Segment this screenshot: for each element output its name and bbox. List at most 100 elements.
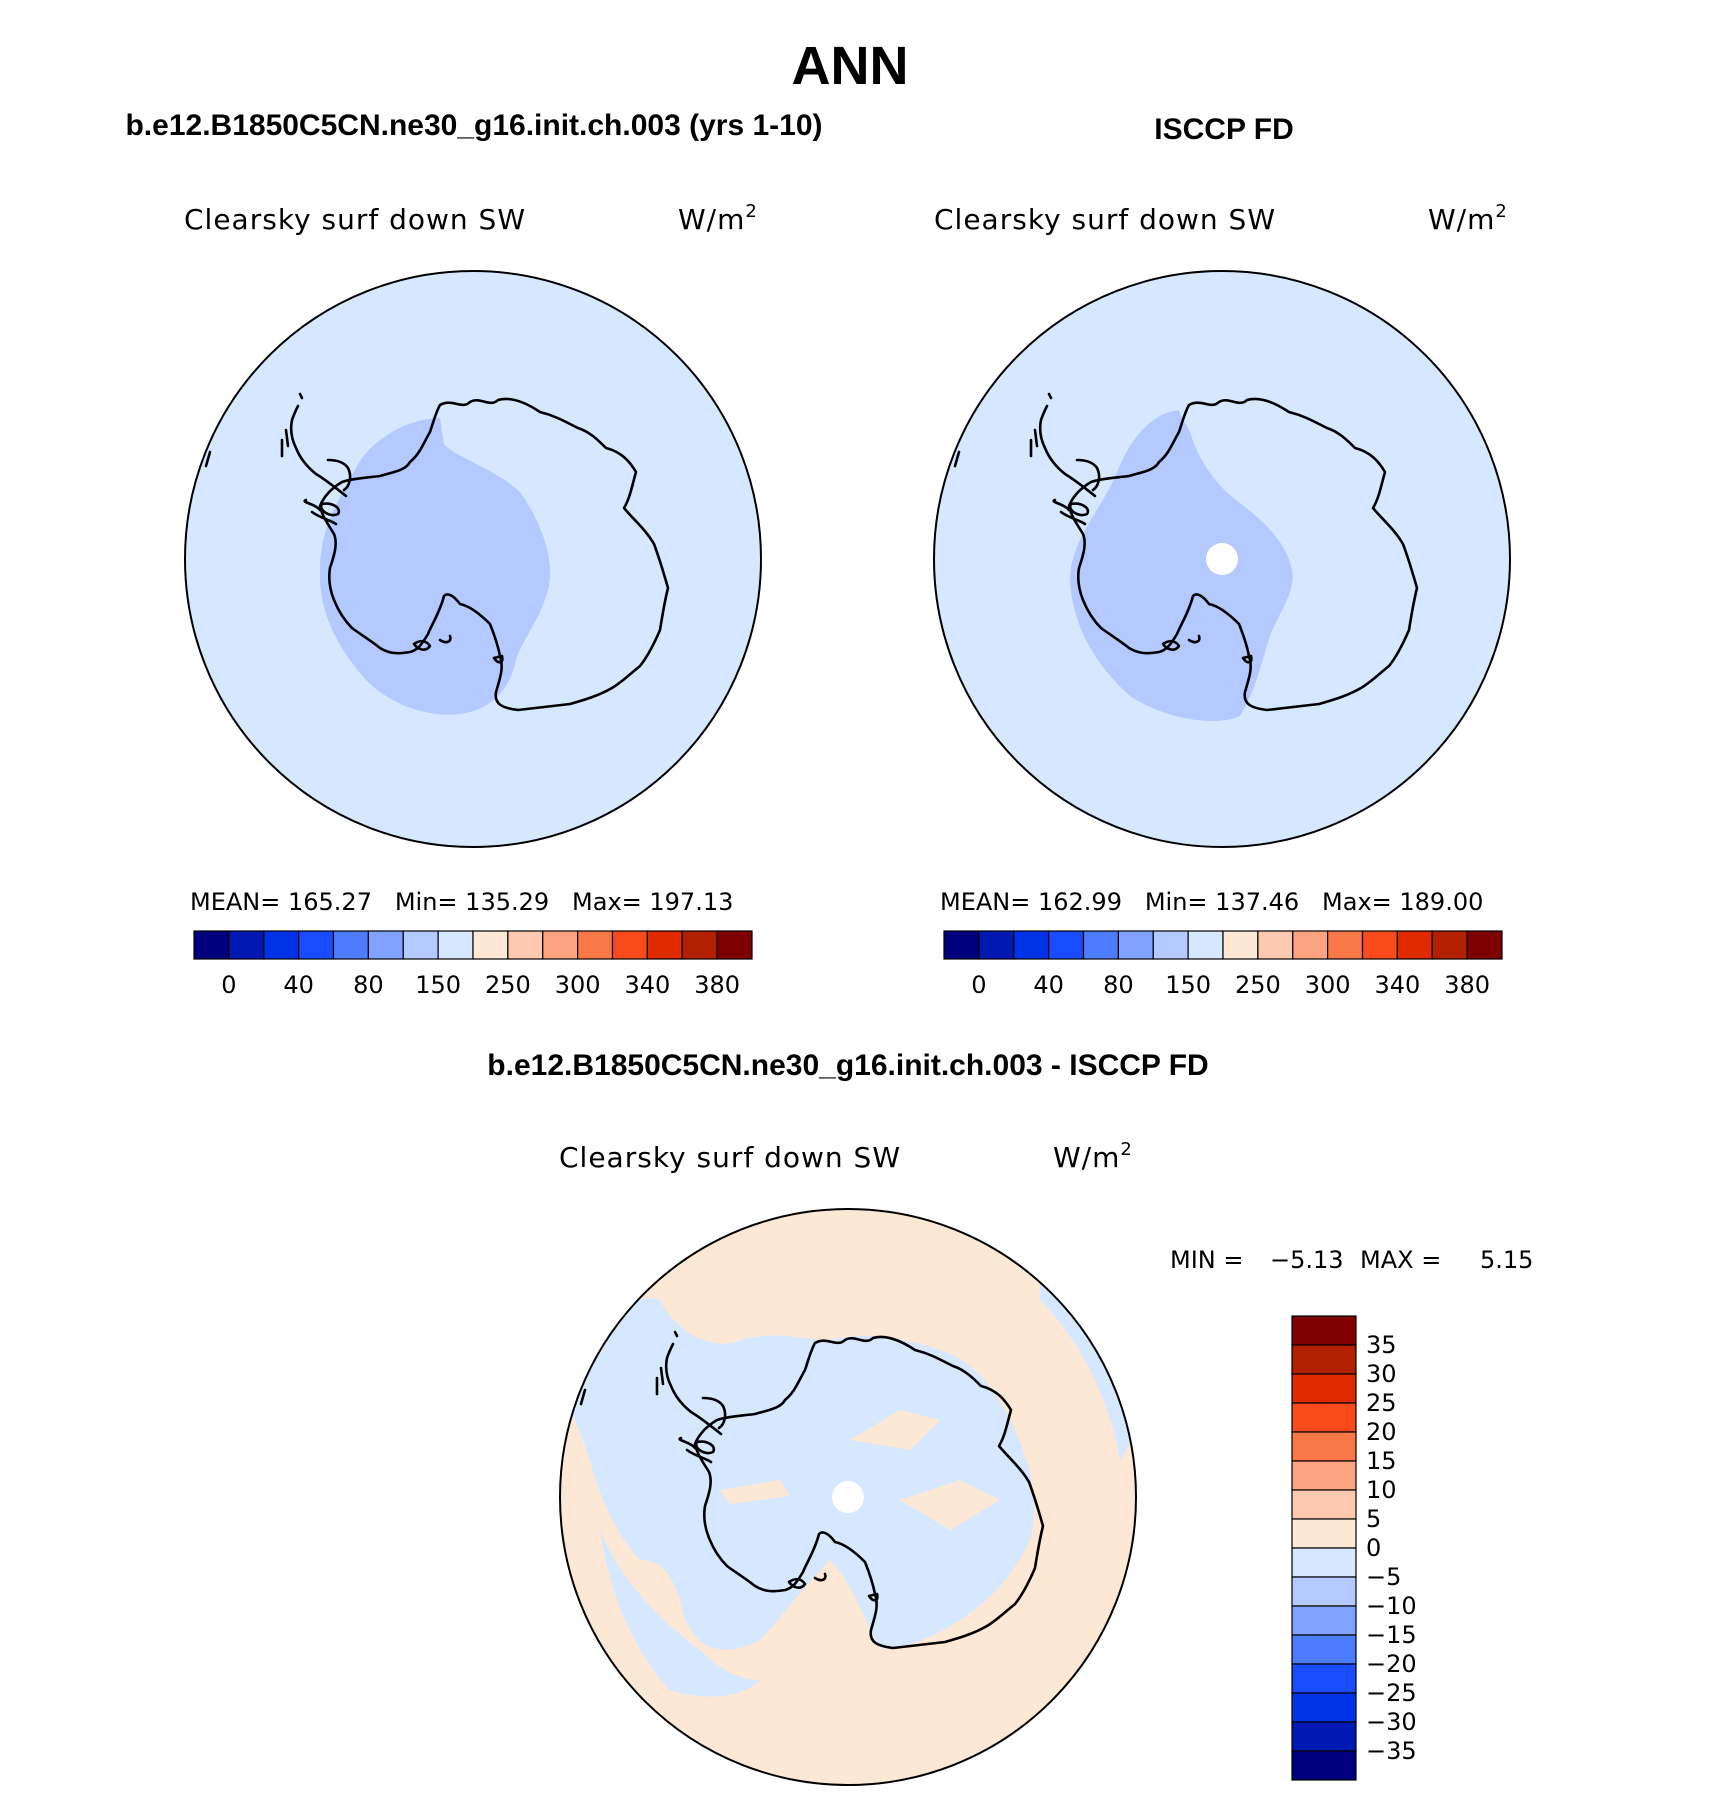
- panel-obs-variable: Clearsky surf down SW: [934, 203, 1276, 236]
- panel-model-colorbar: 0 40 80 150 250 300 340 380: [193, 930, 753, 999]
- model-colorbar-swatch: [611, 930, 648, 960]
- diff-colorbar-tick-label: −15: [1366, 1621, 1417, 1649]
- diff-colorbar-swatch: [1291, 1634, 1357, 1665]
- diff-colorbar-swatch: [1291, 1576, 1357, 1607]
- model-colorbar-swatch: [263, 930, 300, 960]
- model-colorbar-tick-label: 40: [283, 971, 314, 999]
- panel-obs: ISCCP FD Clearsky surf down SW W/m2 MEAN…: [933, 113, 1511, 999]
- model-colorbar-swatch: [193, 930, 230, 960]
- obs-colorbar-swatch: [978, 930, 1015, 960]
- model-colorbar-swatch: [681, 930, 718, 960]
- panel-obs-case-title: ISCCP FD: [1154, 113, 1293, 146]
- model-colorbar-swatch: [298, 930, 335, 960]
- panel-obs-colorbar: 0 40 80 150 250 300 340 380: [943, 930, 1503, 999]
- obs-colorbar-swatch: [1466, 930, 1503, 960]
- diff-colorbar-swatch: [1291, 1547, 1357, 1578]
- diff-min-label: MIN =: [1170, 1246, 1243, 1274]
- obs-colorbar-swatch: [1431, 930, 1468, 960]
- panel-model-map-border: [184, 270, 762, 848]
- panel-obs-map-border: [933, 270, 1511, 848]
- model-colorbar-tick-label: 150: [415, 971, 461, 999]
- diff-colorbar-swatch: [1291, 1750, 1357, 1781]
- model-colorbar-swatch: [577, 930, 614, 960]
- obs-colorbar-swatch: [1327, 930, 1364, 960]
- model-colorbar-tick-label: 0: [221, 971, 236, 999]
- model-colorbar-swatch: [437, 930, 474, 960]
- panel-obs-units: W/m2: [1428, 201, 1508, 236]
- panel-model-map: [185, 271, 761, 847]
- panel-diff-map: [560, 1209, 1136, 1785]
- diff-max-value: 5.15: [1480, 1246, 1533, 1274]
- obs-colorbar-swatch: [1187, 930, 1224, 960]
- diff-colorbar-tick-label: −5: [1366, 1563, 1401, 1591]
- model-colorbar-swatch: [646, 930, 683, 960]
- figure-title: ANN: [792, 36, 909, 96]
- panel-model-units: W/m2: [678, 201, 758, 236]
- model-colorbar-swatch: [332, 930, 369, 960]
- diff-colorbar-swatch: [1291, 1344, 1357, 1375]
- diff-colorbar-swatch: [1291, 1663, 1357, 1694]
- model-colorbar-swatch: [402, 930, 439, 960]
- model-colorbar-swatch: [472, 930, 509, 960]
- panel-model-case-title: b.e12.B1850C5CN.ne30_g16.init.ch.003 (yr…: [125, 109, 822, 142]
- obs-colorbar-tick-label: 340: [1374, 971, 1420, 999]
- panel-diff-case-title: b.e12.B1850C5CN.ne30_g16.init.ch.003 - I…: [487, 1049, 1208, 1082]
- diff-colorbar-tick-label: −30: [1366, 1708, 1417, 1736]
- obs-colorbar-swatch: [1013, 930, 1050, 960]
- obs-colorbar-tick-label: 40: [1033, 971, 1064, 999]
- diff-colorbar-tick-label: 15: [1366, 1447, 1397, 1475]
- diff-colorbar-tick-label: −10: [1366, 1592, 1417, 1620]
- panel-diff-map-border: [559, 1208, 1137, 1786]
- model-colorbar-swatch: [716, 930, 753, 960]
- obs-colorbar-tick-label: 80: [1103, 971, 1134, 999]
- model-colorbar-swatch: [367, 930, 404, 960]
- obs-colorbar-swatch: [1257, 930, 1294, 960]
- panel-obs-map: [934, 271, 1510, 847]
- diff-colorbar-tick-label: 25: [1366, 1389, 1397, 1417]
- panel-model: b.e12.B1850C5CN.ne30_g16.init.ch.003 (yr…: [125, 109, 822, 999]
- diff-colorbar-tick-label: 30: [1366, 1360, 1397, 1388]
- panel-diff-units: W/m2: [1053, 1139, 1133, 1174]
- obs-colorbar-swatch: [1117, 930, 1154, 960]
- panel-obs-stats: MEAN= 162.99 Min= 137.46 Max= 189.00: [940, 888, 1483, 916]
- diff-colorbar-swatch: [1291, 1489, 1357, 1520]
- panel-diff: b.e12.B1850C5CN.ne30_g16.init.ch.003 - I…: [487, 1049, 1533, 1786]
- obs-colorbar-swatch: [1361, 930, 1398, 960]
- obs-colorbar-swatch: [1292, 930, 1329, 960]
- diff-colorbar-swatch: [1291, 1373, 1357, 1404]
- diff-colorbar-swatch: [1291, 1460, 1357, 1491]
- obs-colorbar-tick-label: 380: [1444, 971, 1490, 999]
- model-colorbar-swatch: [228, 930, 265, 960]
- diff-colorbar-tick-label: 10: [1366, 1476, 1397, 1504]
- diff-colorbar-swatch: [1291, 1518, 1357, 1549]
- diff-colorbar-tick-label: −35: [1366, 1737, 1417, 1765]
- obs-colorbar-swatch: [1396, 930, 1433, 960]
- obs-colorbar-tick-label: 0: [971, 971, 986, 999]
- diff-colorbar-tick-label: 5: [1366, 1505, 1381, 1533]
- diff-colorbar-tick-label: −20: [1366, 1650, 1417, 1678]
- obs-colorbar-swatch: [1152, 930, 1189, 960]
- obs-colorbar-tick-label: 300: [1305, 971, 1351, 999]
- obs-colorbar-swatch: [943, 930, 980, 960]
- diff-colorbar-swatch: [1291, 1692, 1357, 1723]
- model-colorbar-swatch: [507, 930, 544, 960]
- model-colorbar-swatch: [542, 930, 579, 960]
- obs-colorbar-swatch: [1222, 930, 1259, 960]
- obs-colorbar-swatch: [1082, 930, 1119, 960]
- model-colorbar-tick-label: 250: [485, 971, 531, 999]
- diff-colorbar-tick-label: 35: [1366, 1331, 1397, 1359]
- panel-model-stats: MEAN= 165.27 Min= 135.29 Max= 197.13: [190, 888, 733, 916]
- diff-colorbar-swatch: [1291, 1431, 1357, 1462]
- diff-colorbar-tick-label: 0: [1366, 1534, 1381, 1562]
- model-colorbar-tick-label: 80: [353, 971, 384, 999]
- model-colorbar-tick-label: 340: [624, 971, 670, 999]
- diff-colorbar-swatch: [1291, 1315, 1357, 1346]
- panel-model-variable: Clearsky surf down SW: [184, 203, 526, 236]
- panel-diff-variable: Clearsky surf down SW: [559, 1141, 901, 1174]
- diff-max-label: MAX =: [1360, 1246, 1441, 1274]
- obs-colorbar-tick-label: 150: [1165, 971, 1211, 999]
- diff-colorbar-swatch: [1291, 1605, 1357, 1636]
- diff-min-value: −5.13: [1270, 1246, 1344, 1274]
